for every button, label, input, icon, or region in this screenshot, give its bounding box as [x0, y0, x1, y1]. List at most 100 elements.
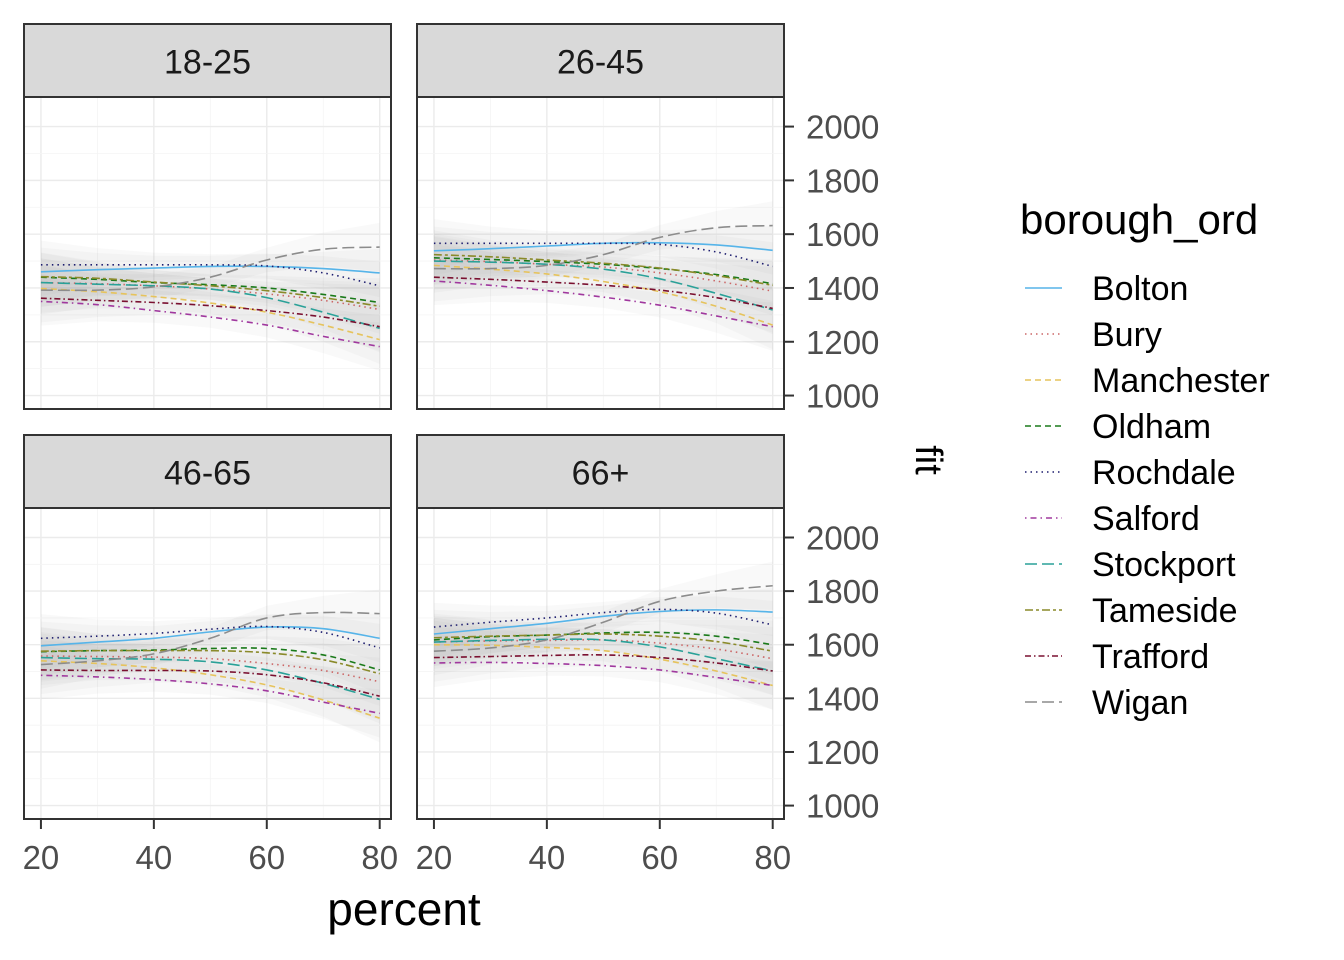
series-line-bolton	[40, 265, 380, 274]
y-tick-label: 1800	[806, 162, 879, 199]
x-tick-label: 20	[416, 839, 453, 876]
ribbon-rochdale	[433, 219, 773, 291]
ribbon-tameside	[40, 627, 380, 698]
y-tick-label: 1400	[806, 270, 879, 307]
facet-panel-46-65: 46-65	[23, 434, 392, 820]
y-tick-label: 1000	[806, 788, 879, 825]
y-tick-label: 1400	[806, 680, 879, 717]
panel-border	[23, 96, 392, 410]
series-line-wigan	[433, 584, 773, 652]
series-lines	[433, 584, 773, 687]
ribbon-trafford	[40, 645, 380, 721]
ribbon-stockport	[40, 633, 380, 724]
ribbon-oldham	[40, 627, 380, 695]
series-line-tameside	[433, 253, 773, 287]
ribbon-stockport	[40, 258, 380, 353]
panel-border	[23, 507, 392, 820]
series-line-oldham	[433, 257, 773, 285]
legend-item-oldham: Oldham	[1025, 408, 1211, 446]
series-line-stockport	[40, 281, 380, 330]
legend-item-wigan: Wigan	[1025, 684, 1188, 722]
ribbon-bolton	[433, 226, 773, 276]
facet-strip	[23, 434, 392, 509]
series-line-tameside	[40, 649, 380, 675]
ribbon-trafford	[433, 253, 773, 333]
gridlines	[417, 97, 784, 409]
ribbon-manchester	[433, 620, 773, 710]
facet-panel-66+: 66+	[416, 434, 785, 820]
ribbon-trafford	[433, 633, 773, 696]
y-tick-label: 2000	[806, 109, 879, 146]
series-line-salford	[433, 280, 773, 328]
legend-label: Rochdale	[1092, 454, 1236, 492]
series-line-manchester	[40, 660, 380, 719]
series-line-wigan	[40, 246, 380, 292]
legend-item-salford: Salford	[1025, 500, 1200, 538]
legend-item-bolton: Bolton	[1025, 270, 1188, 308]
panel-background	[24, 97, 391, 409]
ribbon-oldham	[40, 253, 380, 327]
series-line-manchester	[40, 287, 380, 341]
legend-item-bury: Bury	[1025, 316, 1162, 354]
gridlines	[417, 508, 784, 819]
legend-label: Tameside	[1092, 592, 1238, 630]
legend-label: Salford	[1092, 500, 1200, 538]
gridlines	[24, 97, 391, 409]
legend-label: Bolton	[1092, 270, 1188, 308]
facet-panel-26-45: 26-45	[416, 23, 785, 410]
ribbon-wigan	[40, 222, 380, 315]
series-lines	[40, 246, 380, 348]
facet-strip	[416, 23, 785, 98]
legend-label: Oldham	[1092, 408, 1211, 446]
series-line-oldham	[40, 276, 380, 304]
legend-label: Stockport	[1092, 546, 1236, 584]
series-lines	[433, 224, 773, 328]
x-tick-label: 60	[248, 839, 285, 876]
series-line-stockport	[433, 260, 773, 311]
x-tick-label: 80	[754, 839, 791, 876]
ribbon-wigan	[433, 201, 773, 293]
series-line-tameside	[433, 633, 773, 652]
legend-item-manchester: Manchester	[1025, 362, 1270, 400]
panel-background	[417, 97, 784, 409]
ribbon-oldham	[433, 233, 773, 308]
series-line-bolton	[433, 241, 773, 252]
facet-strip-label: 18-25	[164, 44, 251, 82]
y-tick-label: 1600	[806, 216, 879, 253]
facet-strip-label: 66+	[572, 455, 630, 493]
series-line-salford	[433, 661, 773, 687]
series-lines	[40, 611, 380, 719]
series-line-trafford	[40, 669, 380, 697]
legend-label: Trafford	[1092, 638, 1209, 676]
ribbon-manchester	[40, 636, 380, 743]
series-line-rochdale	[40, 263, 380, 287]
series-line-oldham	[433, 631, 773, 646]
series-line-wigan	[433, 224, 773, 270]
series-line-oldham	[40, 647, 380, 671]
legend-label: Wigan	[1092, 684, 1188, 722]
legend-item-tameside: Tameside	[1025, 592, 1238, 630]
y-tick-label: 2000	[806, 519, 879, 556]
series-line-bury	[40, 655, 380, 683]
ribbon-salford	[40, 651, 380, 738]
panel-border	[416, 96, 785, 410]
x-axis-title: percent	[327, 883, 481, 935]
legend: borough_ord Bolton Bury Manchester Oldham Ro…	[1020, 196, 1270, 722]
legend-title: borough_ord	[1020, 196, 1258, 243]
x-tick-label: 40	[136, 839, 173, 876]
legend-label: Bury	[1092, 316, 1162, 354]
legend-item-rochdale: Rochdale	[1025, 454, 1236, 492]
y-tick-label: 1000	[806, 378, 879, 415]
ribbon-bury	[40, 258, 380, 334]
series-line-stockport	[433, 638, 773, 672]
facet-strip-label: 26-45	[557, 44, 644, 82]
ribbon-manchester	[40, 264, 380, 364]
y-tick-label: 1200	[806, 734, 879, 771]
x-tick-label: 60	[641, 839, 678, 876]
series-line-manchester	[433, 643, 773, 687]
series-line-trafford	[40, 297, 380, 328]
ribbon-manchester	[433, 241, 773, 350]
ribbon-oldham	[433, 615, 773, 669]
series-line-trafford	[433, 654, 773, 672]
panel-background	[417, 508, 784, 819]
